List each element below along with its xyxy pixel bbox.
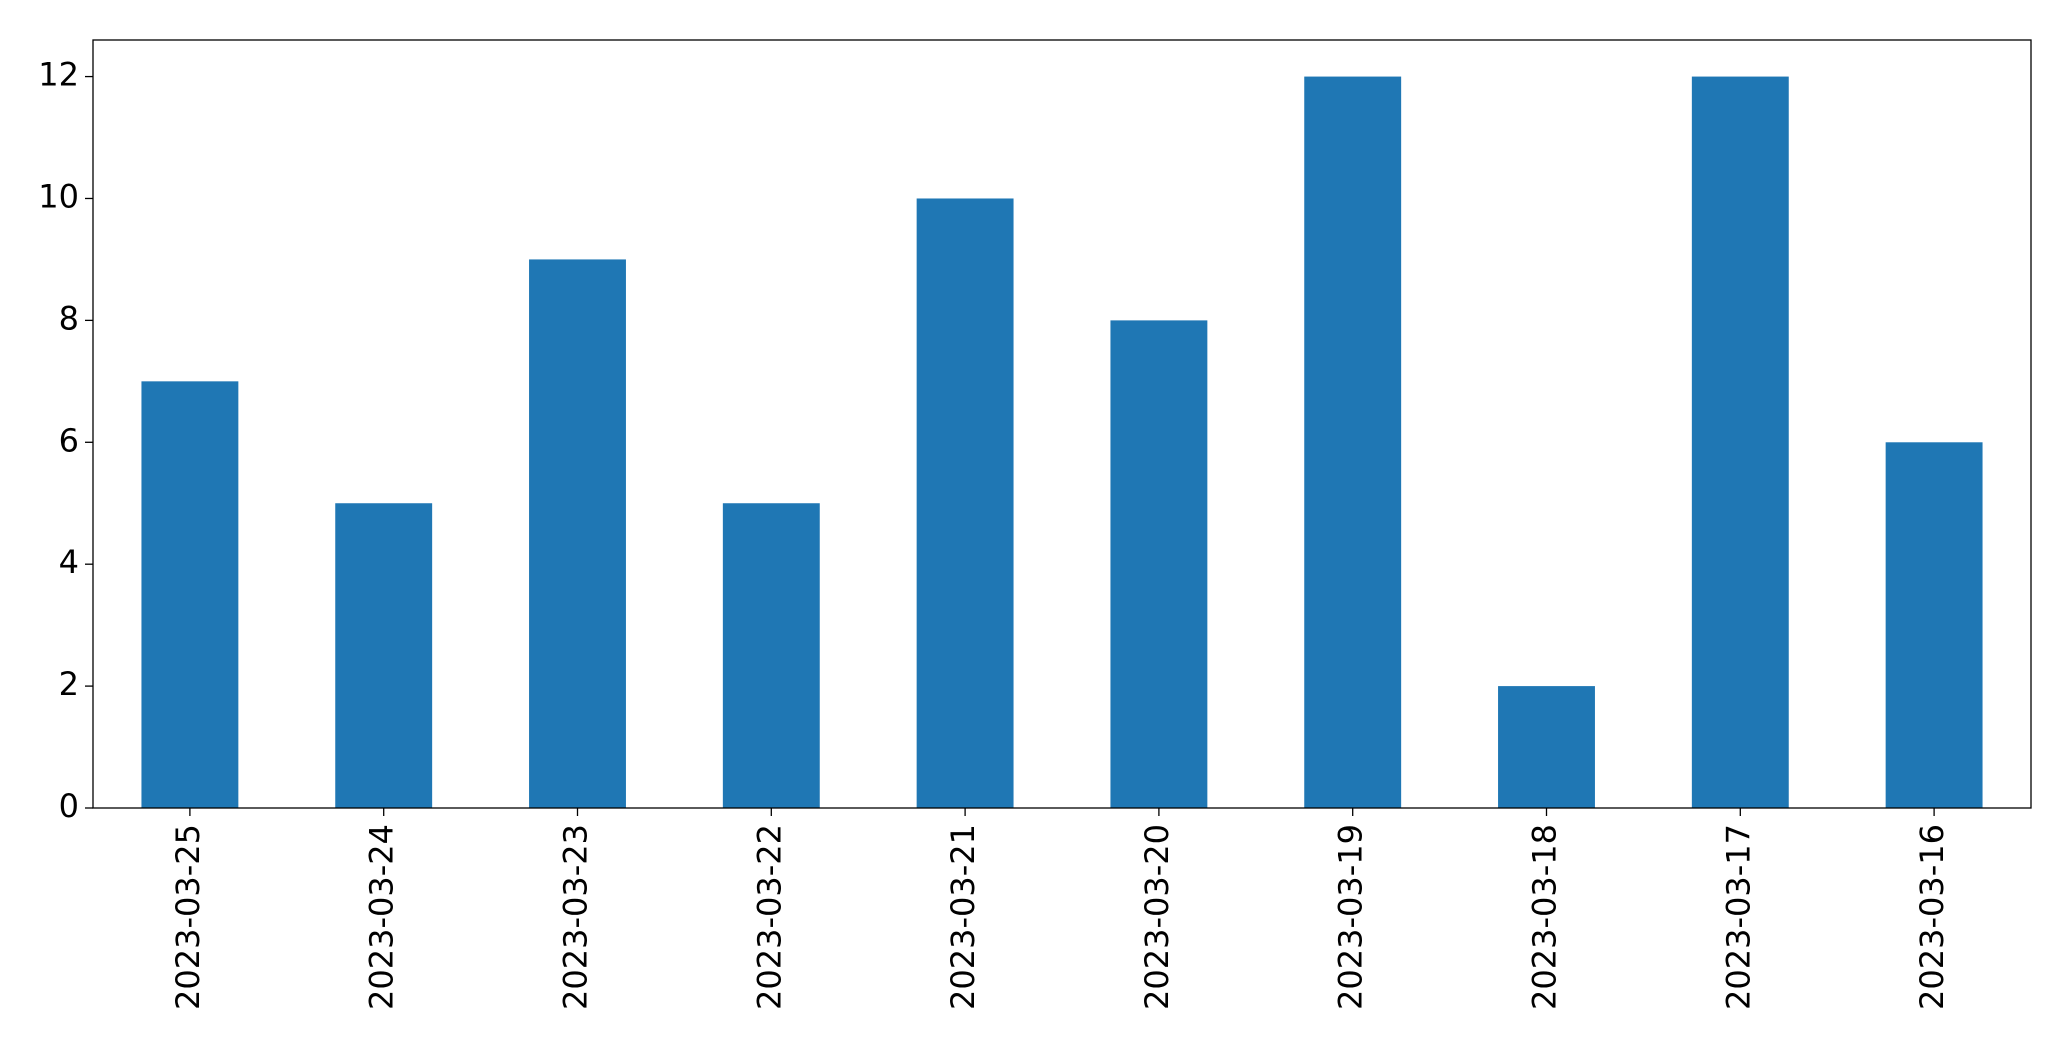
bar [722,503,820,808]
bar [1885,442,1983,808]
x-tick-label: 2023-03-24 [363,824,401,1010]
bar [529,259,626,808]
bar [916,198,1014,808]
bar [1110,320,1208,808]
x-tick-label: 2023-03-22 [750,824,788,1010]
y-tick-label: 4 [59,543,79,581]
bar [141,381,239,808]
y-tick-label: 2 [59,665,79,703]
y-tick-label: 12 [38,56,79,94]
x-tick-label: 2023-03-17 [1719,824,1757,1010]
y-tick-label: 6 [59,421,79,459]
x-tick-label: 2023-03-21 [944,824,982,1010]
plot-frame [92,39,2032,809]
x-tick-label: 2023-03-18 [1526,824,1564,1010]
x-tick-label: 2023-03-20 [1138,824,1176,1010]
x-tick-label: 2023-03-16 [1913,824,1951,1010]
x-tick-label: 2023-03-23 [557,824,595,1010]
y-tick-label: 0 [59,787,79,825]
y-tick-label: 10 [38,177,79,215]
bar [1691,76,1789,809]
x-tick-label: 2023-03-19 [1332,824,1370,1010]
bar [335,503,433,808]
bar [1498,686,1595,808]
y-tick-label: 8 [59,299,79,337]
x-tick-label: 2023-03-25 [169,824,207,1010]
bar [1304,76,1402,809]
